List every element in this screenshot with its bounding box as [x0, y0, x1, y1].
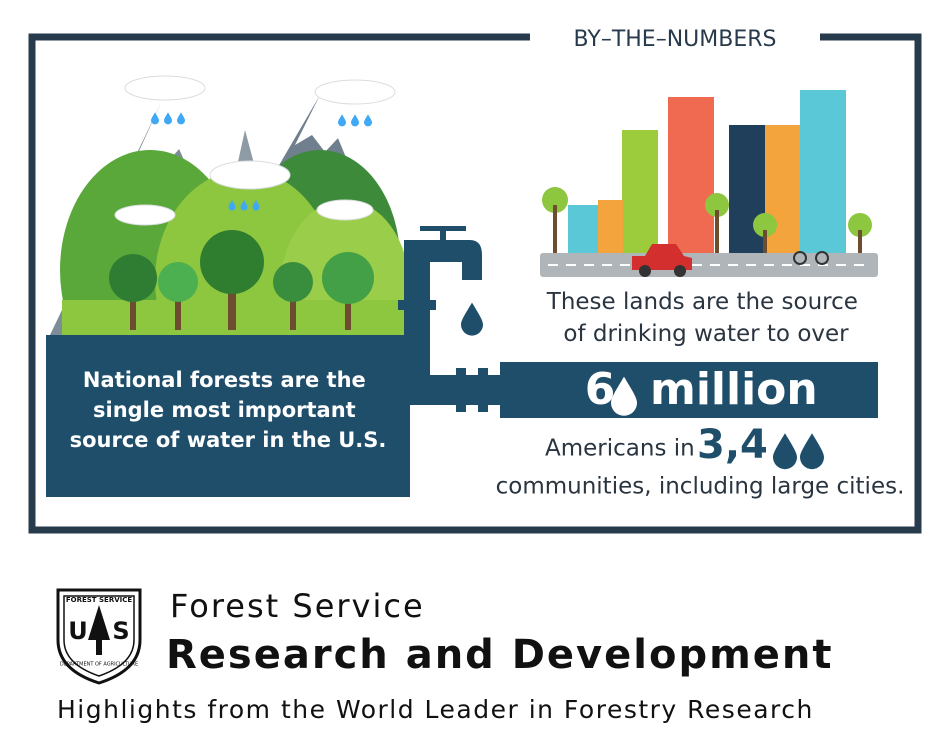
city-part: [639, 265, 651, 277]
clouds-part: [125, 76, 205, 100]
clouds-part: [315, 80, 395, 104]
communities-number: 3,4: [697, 422, 768, 468]
intro-line: These lands are the source: [546, 289, 858, 315]
page: BY–THE–NUMBERS National forests are the …: [0, 0, 930, 739]
logo-top: FOREST SERVICE: [66, 596, 133, 604]
city-part: [668, 97, 714, 253]
tagline: Highlights from the World Leader in Fore…: [57, 695, 814, 724]
big-number-tail: million: [650, 364, 818, 415]
division: Research and Development: [166, 632, 834, 678]
pipe-part: [478, 368, 488, 412]
city-part: [553, 205, 557, 253]
city-part: [858, 230, 862, 253]
pipe-part: [420, 226, 466, 231]
statement: National forests are the single most imp…: [70, 368, 387, 452]
statement-line: single most important: [93, 398, 356, 422]
logo-bottom: DEPARTMENT OF AGRICULTURE: [60, 662, 138, 668]
trees-part: [200, 230, 264, 294]
trees-part: [109, 254, 157, 302]
city-part: [800, 90, 846, 253]
intro-line: of drinking water to over: [563, 321, 849, 347]
big-number-lead: 6: [585, 364, 616, 415]
logo-left: U: [68, 617, 88, 645]
pipe-part: [398, 300, 436, 310]
city-part: [674, 265, 686, 277]
clouds-part: [317, 200, 373, 220]
org: Forest Service: [170, 587, 425, 625]
city-part: [715, 210, 719, 253]
city-part: [598, 200, 623, 253]
logo-right: S: [112, 617, 129, 645]
title: BY–THE–NUMBERS: [574, 27, 777, 52]
city-part: [568, 205, 598, 253]
pipe-part: [404, 375, 504, 405]
trees-part: [273, 262, 313, 302]
clouds-part: [210, 161, 290, 189]
statement-line: source of water in the U.S.: [70, 428, 387, 452]
infographic: BY–THE–NUMBERS National forests are the …: [0, 0, 930, 739]
trees-part: [158, 262, 198, 302]
statement-line: National forests are the: [83, 368, 366, 392]
trees-part: [322, 252, 374, 304]
pipe-part: [440, 230, 446, 240]
communities-prefix: Americans in: [545, 436, 695, 462]
city-part: [763, 230, 767, 253]
pipe-part: [404, 258, 430, 386]
communities-line: communities, including large cities.: [496, 474, 905, 500]
clouds-part: [115, 205, 175, 225]
pipe-part: [456, 368, 466, 412]
city-part: [622, 130, 658, 253]
